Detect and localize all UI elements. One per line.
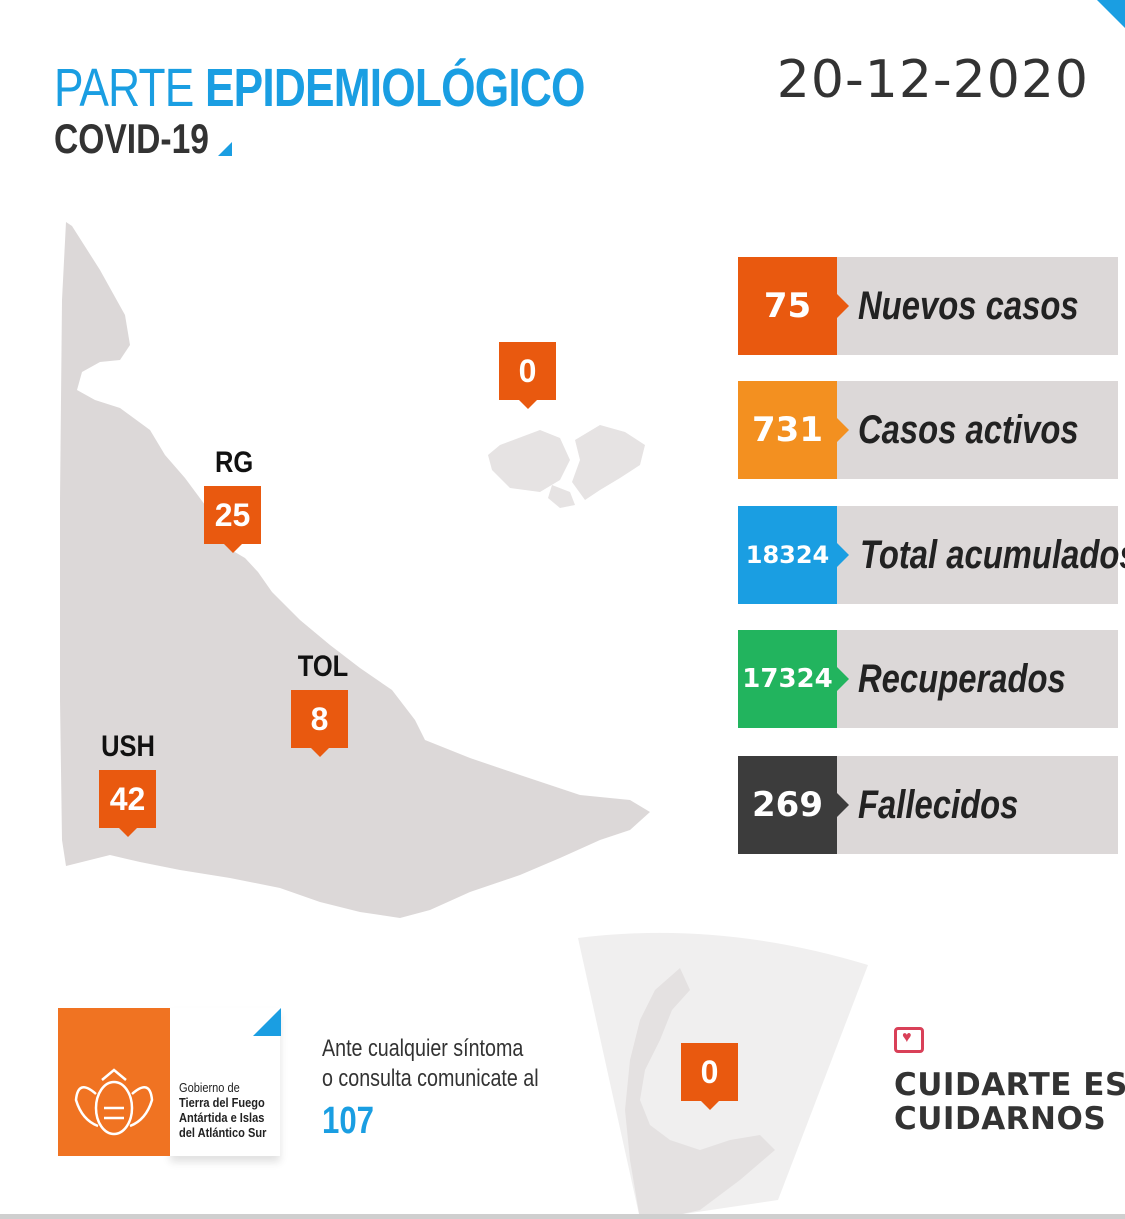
stat-value: 269 [738,756,837,854]
marker-label-ush: USH [101,730,155,763]
heart-chat-icon: ♥ [894,1027,924,1053]
stat-arrow-icon [837,418,849,442]
contact-text: Ante cualquier síntoma o consulta comuni… [322,1035,539,1092]
gov-logo-box [58,1008,170,1156]
malvinas-islands [488,425,645,508]
stat-label: Total acumulados [860,533,1125,577]
tierra-del-fuego-island [60,222,650,918]
marker-label-tol: TOL [297,650,349,683]
corner-accent [1097,0,1125,28]
stat-row-nuevos-casos: 75 Nuevos casos [738,257,1118,355]
provincial-emblem-icon [74,1068,154,1136]
gov-name: Gobierno de Tierra del Fuego Antártida e… [179,1080,267,1140]
gov-logo-card [170,1008,280,1156]
stat-arrow-icon [837,667,849,691]
stat-label: Recuperados [858,657,1066,701]
stat-label: Casos activos [858,408,1079,452]
marker-malvinas: 0 [499,342,556,409]
stat-row-total-acumulados: 18324 Total acumulados [738,506,1125,604]
marker-ush: 42 [99,770,156,837]
bottom-divider [0,1214,1125,1219]
slogan: CUIDARTE ES CUIDARNOS [894,1067,1125,1137]
stat-row-recuperados: 17324 Recuperados [738,630,1118,728]
stat-value: 75 [738,257,837,355]
marker-rg: 25 [204,486,261,553]
gov-logo-accent [253,1008,281,1036]
stat-row-fallecidos: 269 Fallecidos [738,756,1118,854]
stat-value: 18324 [738,506,837,604]
report-date: 20-12-2020 [776,50,1089,110]
stat-value: 731 [738,381,837,479]
stat-arrow-icon [837,793,849,817]
antarctic-peninsula [625,968,775,1219]
page-title: PARTE EPIDEMIOLÓGICO [54,58,585,118]
page-subtitle: COVID-19 [54,115,209,162]
marker-tol: 8 [291,690,348,757]
stat-value: 17324 [738,630,837,728]
stat-label: Fallecidos [858,783,1019,827]
stat-arrow-icon [837,543,849,567]
stat-row-casos-activos: 731 Casos activos [738,381,1118,479]
marker-antartida: 0 [681,1043,738,1110]
subtitle-accent [218,142,232,156]
stat-label: Nuevos casos [858,284,1079,328]
stat-arrow-icon [837,294,849,318]
marker-label-rg: RG [215,446,254,479]
contact-phone: 107 [322,1100,374,1142]
